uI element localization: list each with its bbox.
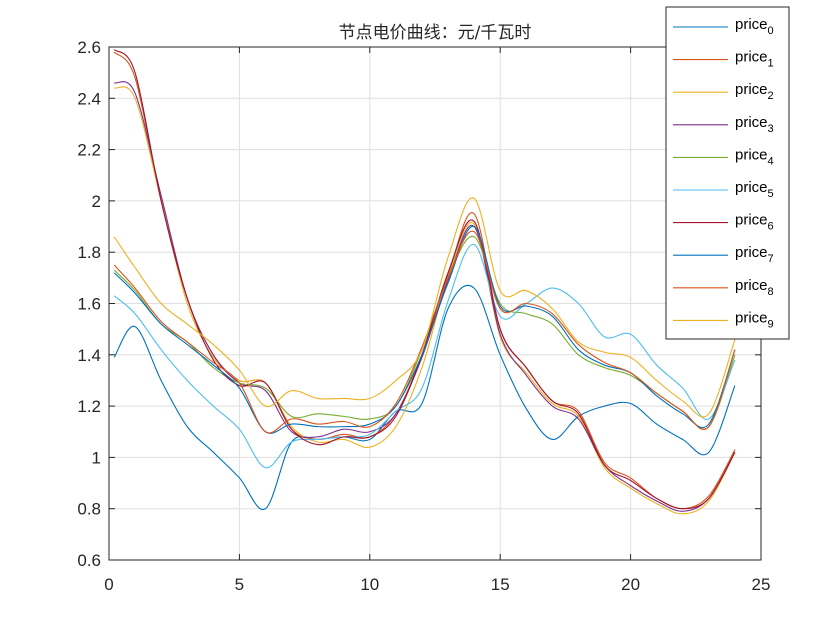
y-tick-label: 1.4 [77, 346, 101, 365]
legend-label-subscript: 3 [768, 123, 774, 135]
legend-label-subscript: 1 [768, 58, 774, 70]
legend-label-name: price [735, 49, 768, 66]
x-tick-label: 15 [491, 575, 510, 594]
legend-label: price9 [735, 309, 774, 330]
legend-label: price5 [735, 179, 774, 200]
legend-label-subscript: 2 [768, 90, 774, 102]
y-tick-label: 2.2 [77, 141, 101, 160]
series-line-price-3 [113, 81, 736, 512]
legend-label-name: price [735, 146, 768, 163]
legend-label: price0 [735, 16, 774, 37]
legend-label: price1 [735, 49, 774, 70]
legend: price0price1price2price3price4price5pric… [665, 6, 790, 340]
y-tick-label: 2 [92, 192, 101, 211]
legend-label: price6 [735, 212, 774, 233]
series-line-price-9 [113, 197, 736, 418]
y-tick-label: 1.2 [77, 397, 101, 416]
legend-label: price8 [735, 277, 774, 298]
legend-label-name: price [735, 114, 768, 131]
legend-label-subscript: 6 [768, 221, 774, 233]
legend-label-subscript: 0 [768, 25, 774, 37]
legend-label: price7 [735, 244, 774, 265]
y-tick-label: 1.6 [77, 295, 101, 314]
y-tick-label: 1 [92, 448, 101, 467]
legend-label: price4 [735, 146, 774, 167]
legend-label: price3 [735, 114, 774, 135]
x-tick-label: 25 [752, 575, 771, 594]
legend-label-subscript: 7 [768, 253, 774, 265]
legend-label-subscript: 8 [768, 286, 774, 298]
legend-label-name: price [735, 16, 768, 33]
legend-label-name: price [735, 309, 768, 326]
legend-label-subscript: 5 [768, 188, 774, 200]
legend-label: price2 [735, 81, 774, 102]
x-tick-label: 20 [621, 575, 640, 594]
series-lines [113, 49, 736, 515]
legend-label-name: price [735, 277, 768, 294]
x-tick-label: 10 [360, 575, 379, 594]
legend-label-name: price [735, 179, 768, 196]
x-tick-label: 0 [104, 575, 113, 594]
chart-title: 节点电价曲线：元/千瓦时 [339, 23, 532, 43]
y-tick-label: 1.8 [77, 243, 101, 262]
legend-label-subscript: 9 [768, 318, 774, 330]
x-tick-label: 5 [235, 575, 244, 594]
y-tick-label: 2.4 [77, 89, 101, 108]
legend-label-name: price [735, 81, 768, 98]
series-line-price-5 [113, 243, 736, 469]
legend-box [665, 6, 790, 340]
legend-label-name: price [735, 212, 768, 229]
legend-label-name: price [735, 244, 768, 261]
series-line-price-0 [113, 284, 736, 511]
y-tick-label: 0.8 [77, 500, 101, 519]
axis-ticks: 0 5 10 15 20 25 0.6 0.8 1 1.2 1.4 1.6 1.8 2 2.2 2.4 2.6 [77, 38, 770, 594]
legend-label-subscript: 4 [768, 155, 774, 167]
y-tick-label: 0.6 [77, 551, 101, 570]
y-tick-label: 2.6 [77, 38, 101, 57]
